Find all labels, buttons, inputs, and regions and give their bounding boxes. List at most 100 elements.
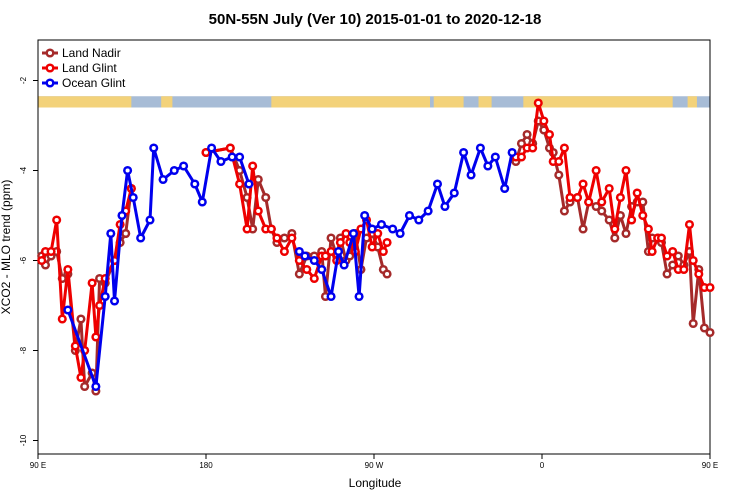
data-point <box>490 152 500 162</box>
data-point <box>610 224 620 234</box>
land-ocean-band <box>38 96 710 108</box>
data-point <box>121 228 131 239</box>
data-point <box>656 233 667 243</box>
data-point <box>235 152 245 162</box>
legend-marker <box>45 63 55 73</box>
data-point <box>539 116 549 126</box>
x-tick-label: 90 E <box>702 461 718 470</box>
data-point <box>516 138 527 149</box>
data-point <box>475 143 485 153</box>
land-segment <box>433 96 464 108</box>
data-point <box>261 192 271 203</box>
data-point <box>136 233 146 243</box>
land-segment <box>161 96 173 108</box>
data-point <box>272 233 282 243</box>
data-point <box>300 251 310 261</box>
legend-marker <box>45 78 55 88</box>
x-tick-label: 90 E <box>30 461 46 470</box>
data-point <box>699 323 709 333</box>
data-point <box>52 215 62 225</box>
data-point <box>662 269 672 279</box>
data-point <box>57 314 67 324</box>
data-point <box>63 264 73 275</box>
chart-title: 50N-55N July (Ver 10) 2015-01-01 to 2020… <box>209 11 542 28</box>
data-point <box>638 210 648 221</box>
data-point <box>158 174 168 185</box>
data-point <box>459 147 469 158</box>
data-point <box>367 224 377 234</box>
data-point <box>63 305 73 315</box>
data-point <box>554 170 564 180</box>
data-point <box>684 219 695 230</box>
x-axis-label: Longitude <box>349 476 402 490</box>
data-point <box>91 332 101 342</box>
y-tick-label: -6 <box>19 256 28 264</box>
data-point <box>145 215 155 225</box>
data-point <box>244 179 254 189</box>
data-point <box>578 179 588 189</box>
data-point <box>117 210 127 221</box>
legend-label: Ocean Glint <box>62 76 126 90</box>
data-point <box>95 300 105 311</box>
data-point <box>201 147 211 158</box>
data-point <box>694 269 704 279</box>
data-point <box>46 246 56 257</box>
land-segment <box>271 96 430 108</box>
data-point <box>500 183 510 194</box>
data-point <box>70 341 80 351</box>
data-point <box>37 255 47 266</box>
data-point <box>688 318 698 329</box>
data-point <box>382 269 392 279</box>
data-point <box>423 206 433 216</box>
data-point <box>604 215 614 225</box>
data-point <box>348 228 359 239</box>
series-line <box>66 146 251 388</box>
data-point <box>643 224 653 234</box>
data-point <box>516 152 527 162</box>
data-point <box>309 255 319 266</box>
y-axis-label: XCO2 - MLO trend (ppm) <box>0 180 13 315</box>
data-point <box>279 233 289 243</box>
data-point <box>100 291 110 302</box>
data-point <box>395 228 405 239</box>
data-point <box>248 161 258 171</box>
series-line <box>298 146 514 298</box>
legend-label: Land Glint <box>62 61 117 75</box>
data-point <box>326 246 336 257</box>
data-point <box>302 264 312 275</box>
data-point <box>294 246 304 257</box>
data-point <box>621 228 631 239</box>
data-point <box>597 206 607 216</box>
data-point <box>604 183 614 194</box>
data-point <box>528 143 538 153</box>
data-point <box>565 192 575 203</box>
data-point <box>483 161 493 171</box>
land-segment <box>523 96 673 108</box>
data-point <box>615 192 625 203</box>
data-point <box>522 129 532 140</box>
data-point <box>679 264 689 275</box>
series-land-nadir <box>37 116 715 396</box>
data-point <box>109 296 120 306</box>
data-point <box>367 242 377 252</box>
data-point <box>190 179 200 189</box>
data-point <box>378 246 388 257</box>
x-tick-label: 90 W <box>365 461 384 470</box>
y-tick-label: -10 <box>19 434 28 446</box>
data-point <box>76 314 86 324</box>
data-point <box>339 260 349 270</box>
data-point <box>326 291 336 302</box>
legend-marker <box>45 48 55 58</box>
data-point <box>507 147 517 158</box>
data-point <box>554 156 564 167</box>
data-point <box>294 255 304 266</box>
data-point <box>688 255 698 266</box>
data-point <box>647 246 657 257</box>
data-point <box>287 233 297 243</box>
data-point <box>621 165 631 176</box>
data-point <box>87 278 97 288</box>
y-tick-label: -2 <box>19 76 28 84</box>
data-point <box>335 237 345 248</box>
